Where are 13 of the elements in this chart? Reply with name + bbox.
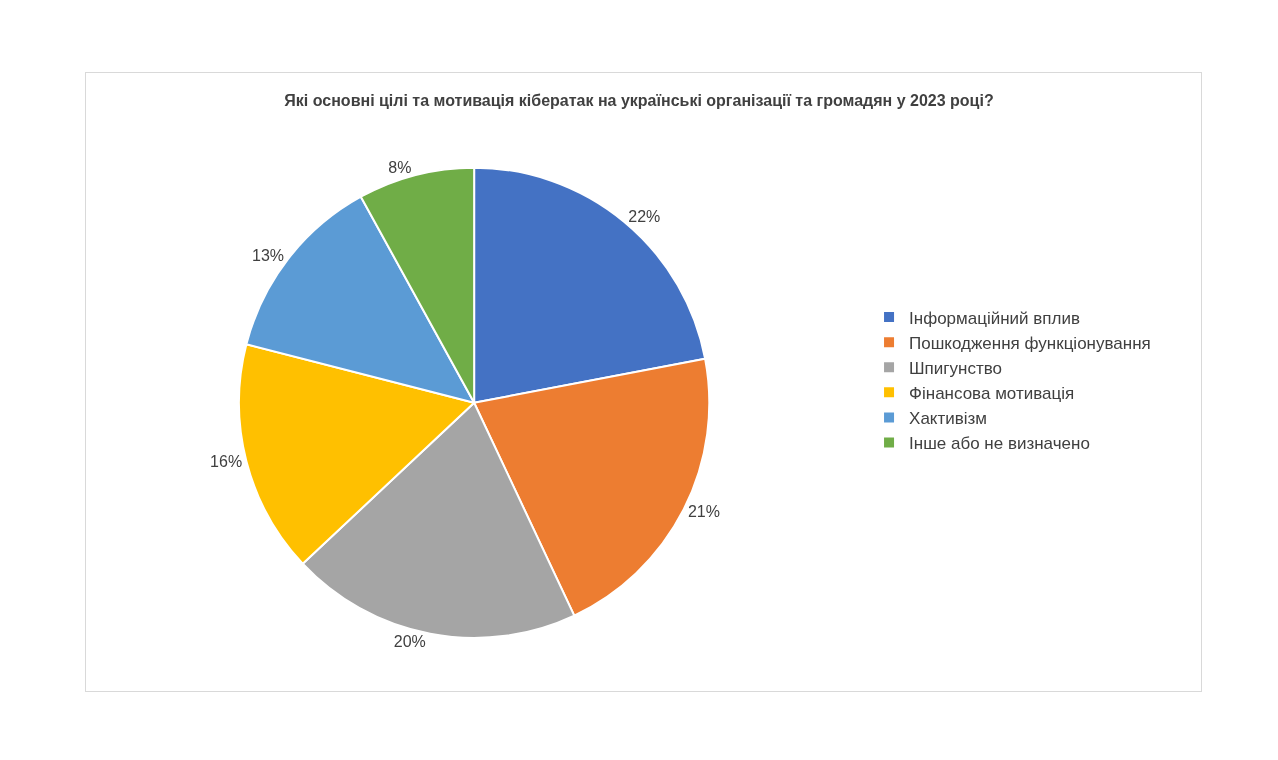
data-label: 16% <box>210 453 243 471</box>
legend-label: Інформаційний вплив <box>909 308 1080 328</box>
data-label: 22% <box>628 208 661 226</box>
data-label: 20% <box>393 633 426 651</box>
data-label: 13% <box>252 246 285 264</box>
legend-label: Шпигунство <box>909 358 1002 378</box>
legend-label: Фінансова мотивація <box>909 383 1075 403</box>
data-label: 21% <box>687 502 720 520</box>
legend-label: Пошкодження функціонування <box>909 333 1151 353</box>
legend-label: Інше або не визначено <box>909 434 1090 454</box>
data-label: 8% <box>388 158 412 176</box>
legend-label: Хактивізм <box>909 409 988 429</box>
chart-title: Які основні цілі та мотивація кібератак на українські організації та громадян у 2023 році? <box>284 91 994 109</box>
